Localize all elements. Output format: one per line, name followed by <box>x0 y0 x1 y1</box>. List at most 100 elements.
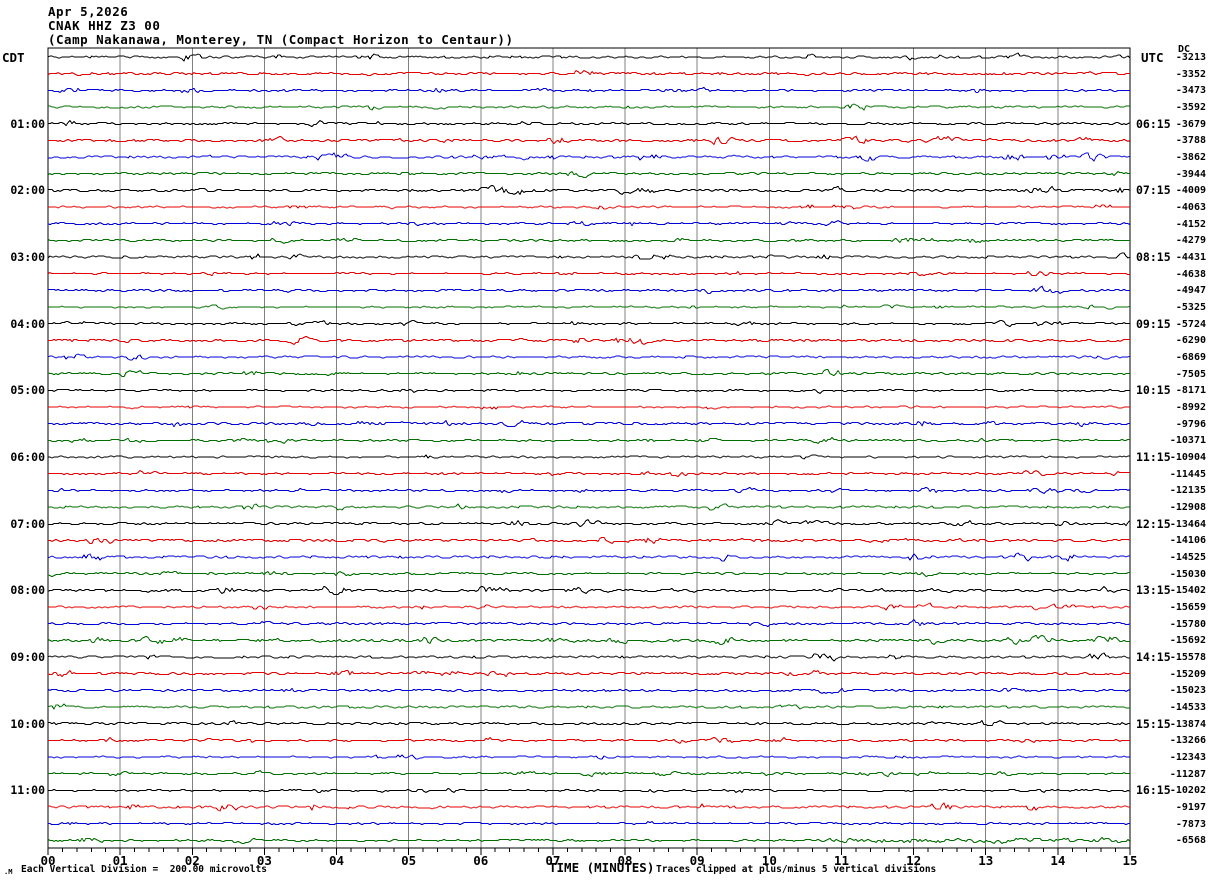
trace-row-33 <box>48 602 1130 611</box>
trace-row-22 <box>48 419 1130 428</box>
trace-row-30 <box>47 552 1130 562</box>
dc-offset-value: -8171 <box>1175 385 1206 397</box>
x-tick-label: 12 <box>906 853 922 868</box>
left-hour-label: 04:00 <box>10 316 45 331</box>
trace-row-35 <box>47 634 1130 645</box>
trace-row-17 <box>48 335 1130 345</box>
trace-row-38 <box>47 687 1131 694</box>
dc-offset-value: -15780 <box>1169 618 1206 630</box>
x-tick-label: 15 <box>1122 853 1138 868</box>
right-utc-label: 06:15 <box>1136 116 1171 131</box>
right-utc-label: 10:15 <box>1136 383 1171 398</box>
dc-offset-value: -5325 <box>1175 302 1206 313</box>
dc-offset-value: -7873 <box>1175 818 1206 830</box>
trace-row-9 <box>48 204 1130 210</box>
trace-row-8 <box>48 184 1131 196</box>
title-station: CNAK HHZ Z3 00 <box>48 18 161 33</box>
trace-row-37 <box>47 669 1130 678</box>
trace-row-5 <box>48 135 1131 146</box>
trace-row-41 <box>48 736 1130 744</box>
dc-offset-value: -3592 <box>1175 102 1206 113</box>
trace-row-10 <box>47 220 1131 227</box>
dc-offset-value: -6290 <box>1175 335 1206 347</box>
dc-offset-value: -15209 <box>1169 668 1206 680</box>
dc-offset-value: -9796 <box>1175 418 1206 430</box>
x-tick-label: 09 <box>689 853 705 868</box>
dc-offset-value: -3679 <box>1175 118 1206 130</box>
dc-offset-value: -3352 <box>1175 68 1206 80</box>
dc-offset-value: -6568 <box>1175 835 1206 847</box>
dc-offset-value: -14525 <box>1169 552 1206 563</box>
dc-offset-value: -14106 <box>1169 535 1206 547</box>
trace-row-42 <box>48 754 1130 760</box>
trace-row-21 <box>48 405 1130 410</box>
right-utc-label: 07:15 <box>1136 183 1171 198</box>
left-hour-label: 01:00 <box>10 116 45 131</box>
x-tick-label: 06 <box>473 853 489 868</box>
left-hour-label: 06:00 <box>10 450 45 464</box>
left-hour-label: 11:00 <box>10 783 45 798</box>
left-axis-header-cdt: CDT <box>2 50 25 65</box>
dc-offset-value: -7505 <box>1175 368 1206 380</box>
dc-offset-value: -4152 <box>1175 218 1206 230</box>
trace-row-12 <box>47 252 1131 260</box>
trace-row-36 <box>47 652 1130 662</box>
dc-offset-value: -3862 <box>1175 152 1206 163</box>
trace-row-32 <box>47 585 1130 595</box>
trace-row-14 <box>48 285 1130 294</box>
dc-offset-value: -9197 <box>1175 802 1206 813</box>
trace-row-34 <box>48 618 1131 628</box>
dc-offset-value: -13464 <box>1169 518 1206 530</box>
trace-row-4 <box>48 119 1131 128</box>
dc-offset-value: -10202 <box>1169 785 1206 797</box>
x-axis-title: TIME (MINUTES) <box>549 860 655 875</box>
trace-row-25 <box>48 470 1130 478</box>
dc-offset-value: -8992 <box>1175 402 1206 413</box>
trace-row-44 <box>48 787 1131 794</box>
trace-row-40 <box>48 719 1130 727</box>
trace-row-27 <box>48 503 1130 511</box>
left-hour-label: 07:00 <box>10 516 45 531</box>
dc-offset-value: -4009 <box>1175 185 1206 197</box>
dc-offset-value: -12343 <box>1169 752 1206 763</box>
x-tick-label: 08 <box>617 853 633 868</box>
right-axis-header-utc: UTC <box>1141 50 1164 65</box>
x-tick-label: 07 <box>545 853 561 868</box>
left-hour-label: 05:00 <box>10 383 45 398</box>
trace-row-7 <box>47 171 1130 179</box>
x-tick-label: 05 <box>401 853 417 868</box>
dc-offset-value: -10904 <box>1169 452 1206 463</box>
trace-row-18 <box>47 353 1131 361</box>
x-tick-label: 01 <box>112 853 128 868</box>
title-location: (Camp Nakanawa, Monterey, TN (Compact Ho… <box>48 32 514 47</box>
dc-offset-value: -13874 <box>1169 718 1206 730</box>
x-tick-label: 02 <box>184 853 200 868</box>
trace-row-26 <box>48 486 1131 494</box>
trace-row-24 <box>48 454 1130 460</box>
trace-row-43 <box>48 770 1130 778</box>
dc-offset-value: -3473 <box>1175 85 1206 97</box>
dc-offset-value: -3213 <box>1175 52 1206 63</box>
right-utc-label: 11:15 <box>1136 450 1171 464</box>
dc-offset-value: -12908 <box>1169 502 1206 513</box>
right-utc-label: 12:15 <box>1136 516 1171 531</box>
dc-offset-value: -5724 <box>1175 318 1206 330</box>
right-utc-label: 15:15 <box>1136 716 1171 731</box>
left-hour-label: 10:00 <box>10 716 45 731</box>
x-tick-label: 10 <box>761 853 777 868</box>
plot-border <box>47 47 1131 849</box>
trace-row-28 <box>48 519 1131 528</box>
x-tick-label: 03 <box>256 853 272 868</box>
trace-row-31 <box>47 570 1130 578</box>
right-utc-label: 09:15 <box>1136 316 1171 331</box>
left-hour-label: 02:00 <box>10 183 45 198</box>
dc-offset-value: -13266 <box>1169 735 1206 747</box>
trace-row-1 <box>47 70 1130 77</box>
x-tick-label: 13 <box>978 853 994 868</box>
x-tick-label: 14 <box>1050 853 1066 868</box>
trace-row-39 <box>47 703 1130 710</box>
trace-row-45 <box>48 802 1130 812</box>
dc-offset-value: -3944 <box>1175 168 1206 180</box>
trace-row-46 <box>48 821 1130 826</box>
dc-offset-value: -15578 <box>1169 652 1206 663</box>
